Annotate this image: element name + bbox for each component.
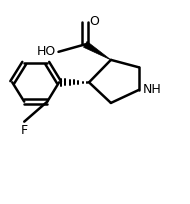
Text: O: O bbox=[89, 15, 99, 28]
Text: HO: HO bbox=[37, 45, 56, 58]
Text: F: F bbox=[21, 124, 28, 137]
Text: NH: NH bbox=[143, 83, 162, 96]
Polygon shape bbox=[84, 41, 111, 60]
